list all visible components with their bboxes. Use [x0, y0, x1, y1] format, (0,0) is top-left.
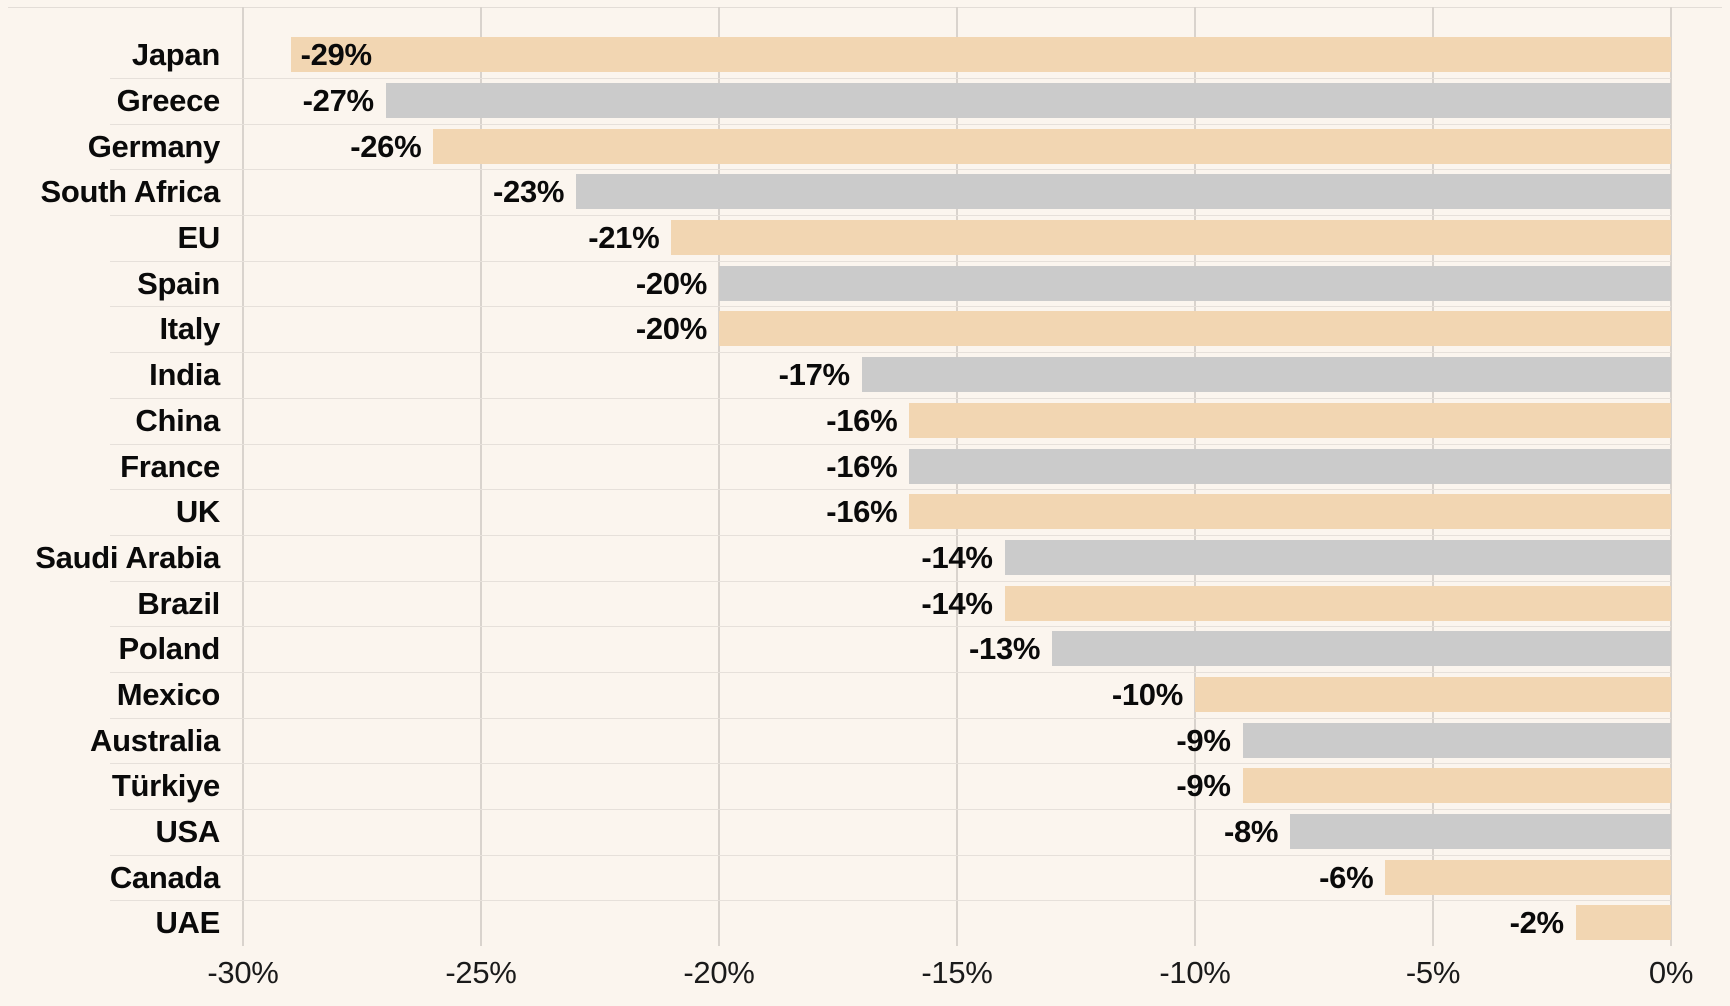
row-separator [110, 215, 1671, 216]
row-separator [110, 534, 1671, 536]
category-label: South Africa [40, 174, 220, 210]
bar [290, 37, 1671, 73]
bar [1004, 585, 1671, 621]
value-label: -9% [1176, 722, 1231, 758]
category-label: Australia [90, 722, 220, 758]
value-label: -2% [1509, 905, 1565, 941]
category-label: Greece [116, 83, 221, 118]
value-label: -16% [826, 402, 898, 438]
row-separator [110, 123, 1671, 125]
category-label: Mexico [116, 676, 221, 712]
category-label: France [120, 448, 220, 484]
x-axis-tick-label: -5% [1405, 955, 1461, 990]
bar [576, 174, 1671, 210]
bar [909, 494, 1671, 530]
row-separator [110, 260, 1671, 262]
category-label: UAE [155, 905, 220, 941]
category-label: India [149, 357, 220, 393]
value-label: -20% [635, 265, 707, 301]
value-label: -10% [1111, 676, 1183, 712]
category-label: Poland [118, 631, 220, 667]
x-axis-tick-label: -25% [445, 955, 517, 990]
chart-top-border [8, 7, 1722, 8]
category-label: UK [175, 494, 220, 530]
bar [1242, 722, 1671, 758]
x-axis-tick-label: -15% [921, 955, 993, 990]
gridline [242, 7, 244, 946]
row-separator [110, 900, 1671, 902]
bar [1004, 539, 1671, 575]
bar [719, 265, 1671, 301]
category-label: EU [177, 220, 221, 255]
category-label: Spain [137, 265, 220, 301]
category-label: Germany [87, 128, 221, 164]
row-separator [110, 763, 1671, 765]
row-separator [110, 352, 1671, 354]
x-axis-tick-label: 0% [1648, 955, 1694, 990]
value-label: -8% [1223, 813, 1279, 849]
row-separator [110, 717, 1671, 719]
category-label: USA [155, 813, 220, 849]
bar [909, 402, 1671, 438]
bar [719, 311, 1671, 347]
bar [1575, 905, 1671, 941]
bar [671, 220, 1671, 255]
bar [1242, 768, 1671, 804]
x-axis-tick-label: -20% [683, 955, 755, 990]
bar [385, 83, 1671, 118]
value-label: -17% [778, 357, 850, 393]
value-label: -27% [302, 83, 374, 118]
category-label: China [135, 402, 220, 438]
bar [1290, 813, 1671, 849]
gridline [718, 7, 720, 946]
x-axis-tick-label: -30% [207, 955, 279, 990]
value-label: -14% [921, 585, 993, 621]
row-separator [110, 854, 1671, 856]
category-label: Saudi Arabia [35, 539, 220, 575]
category-label: Canada [109, 859, 220, 895]
row-separator [110, 671, 1671, 673]
row-separator [110, 580, 1671, 582]
value-label: -6% [1319, 859, 1374, 895]
category-label: Brazil [137, 585, 220, 621]
category-label: Türkiye [111, 768, 220, 804]
value-label: -9% [1176, 768, 1231, 804]
row-separator [110, 397, 1671, 399]
x-axis-tick-label: -10% [1159, 955, 1231, 990]
bar [909, 448, 1671, 484]
value-label: -20% [635, 311, 707, 347]
value-label: -29% [300, 37, 372, 73]
bar [1052, 631, 1671, 667]
value-label: -16% [826, 494, 898, 530]
row-separator [110, 306, 1671, 308]
bar [433, 128, 1671, 164]
value-label: -23% [493, 174, 565, 210]
value-label: -13% [969, 631, 1041, 667]
bar [861, 357, 1671, 393]
row-separator [110, 626, 1671, 628]
bar [1195, 676, 1671, 712]
bar [1385, 859, 1671, 895]
gridline [480, 7, 482, 946]
gridline [1670, 7, 1672, 946]
row-separator [110, 808, 1671, 810]
value-label: -14% [921, 539, 993, 575]
row-separator [110, 169, 1671, 171]
row-separator [110, 489, 1671, 491]
row-separator [110, 443, 1671, 445]
row-separator [110, 78, 1671, 79]
value-label: -16% [826, 448, 898, 484]
value-label: -21% [588, 220, 660, 255]
category-label: Italy [159, 311, 220, 347]
category-label: Japan [131, 37, 220, 73]
value-label: -26% [350, 128, 422, 164]
